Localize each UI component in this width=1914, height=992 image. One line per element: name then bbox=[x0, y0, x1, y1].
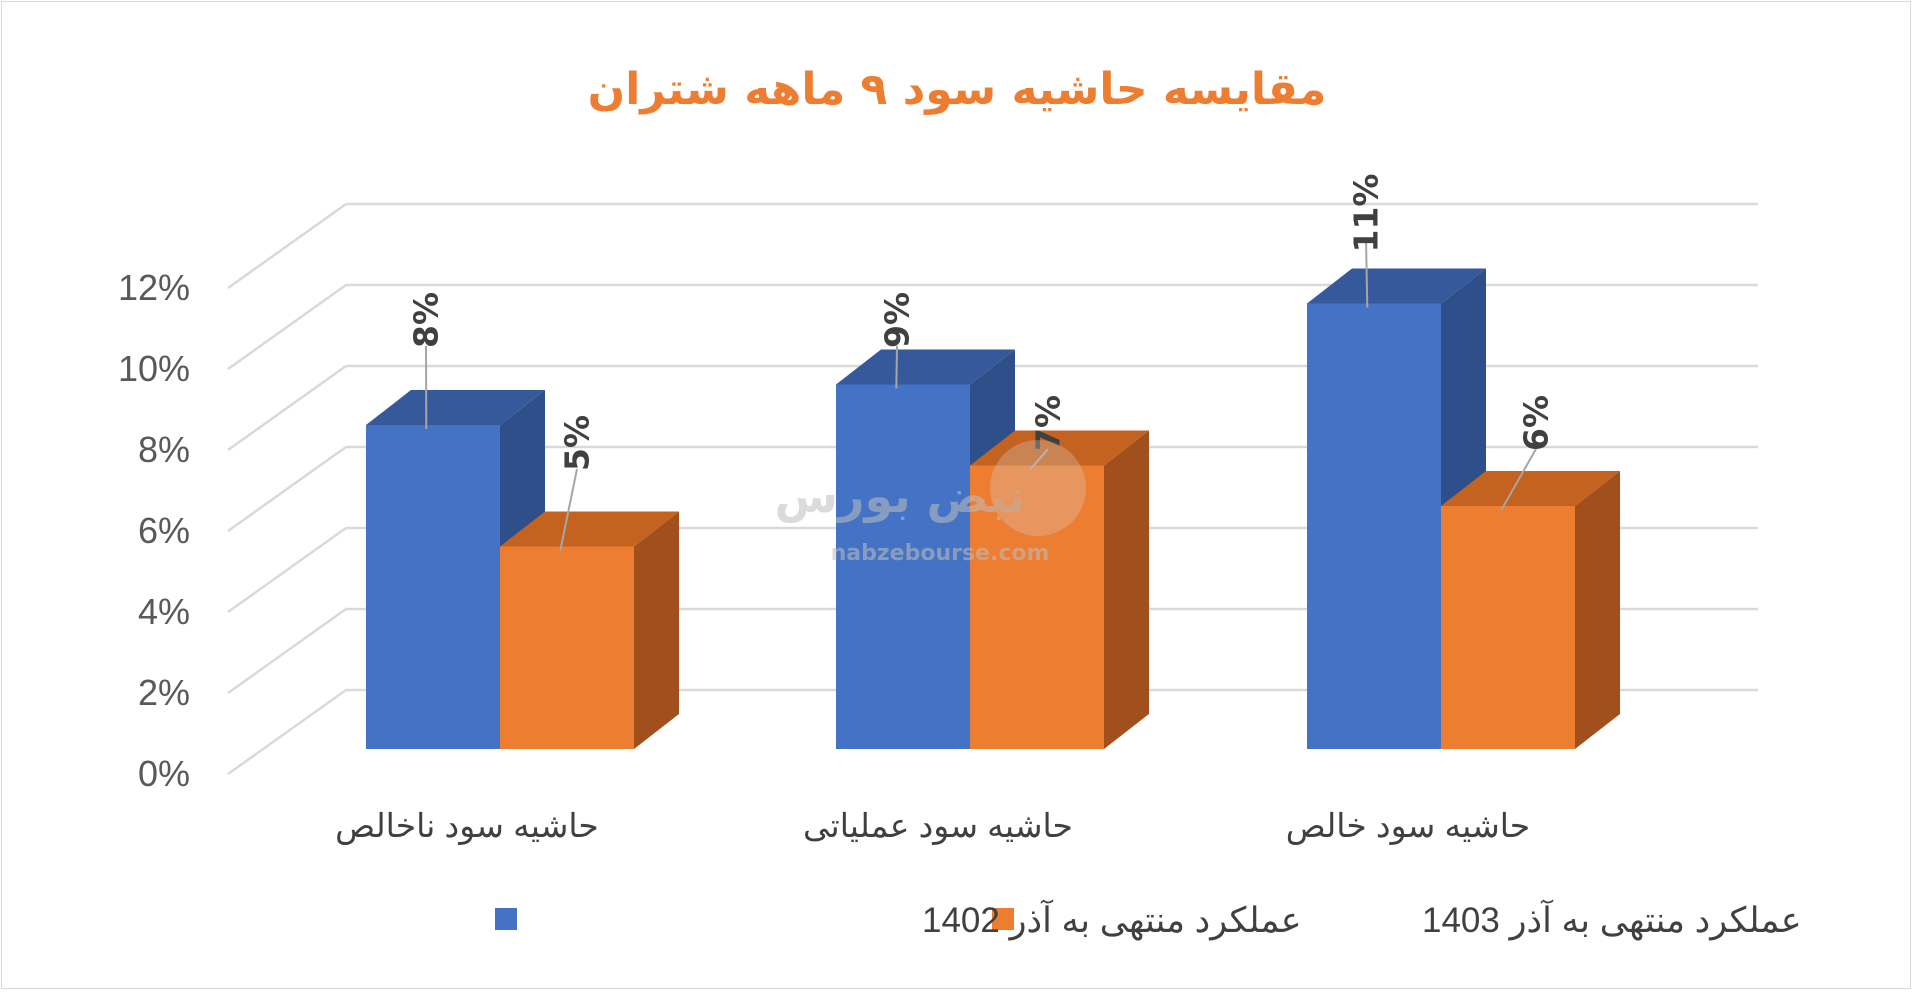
watermark-url: nabzebourse.com bbox=[831, 541, 1050, 566]
y-tick-label: 8% bbox=[138, 429, 190, 470]
y-axis-ticks: 0% 2% 4% 6% 8% 10% 12% bbox=[118, 267, 190, 794]
data-label-leader bbox=[1500, 448, 1537, 511]
data-label: 11% bbox=[1347, 174, 1386, 253]
legend-swatch-1403 bbox=[992, 908, 1014, 930]
bar-side bbox=[634, 511, 679, 749]
bar-side bbox=[1575, 471, 1620, 749]
gridline-diagonal bbox=[227, 445, 347, 533]
y-tick-label: 2% bbox=[138, 672, 190, 713]
data-label: 8% bbox=[407, 292, 446, 348]
bar-front bbox=[500, 546, 634, 749]
bars: 8% 5% 9% 7% 11% 6% bbox=[366, 174, 1620, 749]
bar-front bbox=[836, 384, 970, 749]
watermark: نبض بورس nabzebourse.com bbox=[775, 440, 1086, 566]
category-labels: حاشیه سود ناخالص حاشیه سود عملیاتی حاشیه س… bbox=[335, 807, 1530, 846]
chart-title: مقایسه حاشیه سود ۹ ماهه شتران bbox=[588, 64, 1327, 115]
category-label: حاشیه سود عملیاتی bbox=[803, 807, 1073, 846]
data-label-leader bbox=[1029, 448, 1049, 471]
gridline-diagonal bbox=[227, 283, 347, 371]
gridline-diagonal bbox=[227, 526, 347, 614]
bar-2-1: 6% bbox=[1441, 395, 1620, 749]
gridline-diagonal bbox=[227, 364, 347, 452]
legend-label-1402: عملکرد منتهی به آذر 1402 bbox=[922, 898, 1302, 941]
bar-top bbox=[366, 390, 545, 425]
bar-top bbox=[1441, 471, 1620, 506]
y-tick-label: 10% bbox=[118, 348, 190, 389]
bar-top bbox=[836, 349, 1015, 385]
bar-top bbox=[1307, 268, 1486, 304]
bar-top bbox=[970, 430, 1149, 466]
gridline-diagonal bbox=[227, 202, 347, 290]
bar-1-1: 7% bbox=[970, 395, 1149, 749]
bar-0-1: 5% bbox=[500, 415, 679, 749]
data-label-leader bbox=[559, 468, 578, 551]
y-tick-label: 0% bbox=[138, 753, 190, 794]
y-tick-label: 12% bbox=[118, 267, 190, 308]
bar-top bbox=[500, 511, 679, 547]
category-label: حاشیه سود خالص bbox=[1286, 807, 1530, 846]
gridline-diagonal bbox=[227, 607, 347, 695]
watermark-brand: نبض بورس bbox=[775, 469, 1026, 523]
data-label: 9% bbox=[878, 292, 917, 348]
data-label: 7% bbox=[1029, 395, 1068, 451]
bar-front bbox=[1441, 506, 1575, 749]
data-label: 5% bbox=[558, 415, 597, 471]
legend: عملکرد منتهی به آذر 1403 عملکرد منتهی به… bbox=[495, 898, 1802, 941]
legend-swatch-1402 bbox=[495, 908, 517, 930]
bar-front bbox=[970, 465, 1104, 749]
bar-front bbox=[1307, 303, 1441, 749]
bar-front bbox=[366, 425, 500, 749]
data-label: 6% bbox=[1517, 395, 1556, 451]
watermark-logo-icon bbox=[990, 440, 1086, 536]
y-tick-label: 4% bbox=[138, 591, 190, 632]
data-label-leader bbox=[895, 345, 898, 389]
legend-label-1403: عملکرد منتهی به آذر 1403 bbox=[1422, 898, 1802, 941]
data-label-leader bbox=[1365, 238, 1369, 308]
gridline-diagonal bbox=[227, 688, 347, 776]
bar-side bbox=[1104, 430, 1149, 749]
category-label: حاشیه سود ناخالص bbox=[335, 807, 599, 846]
y-tick-label: 6% bbox=[138, 510, 190, 551]
